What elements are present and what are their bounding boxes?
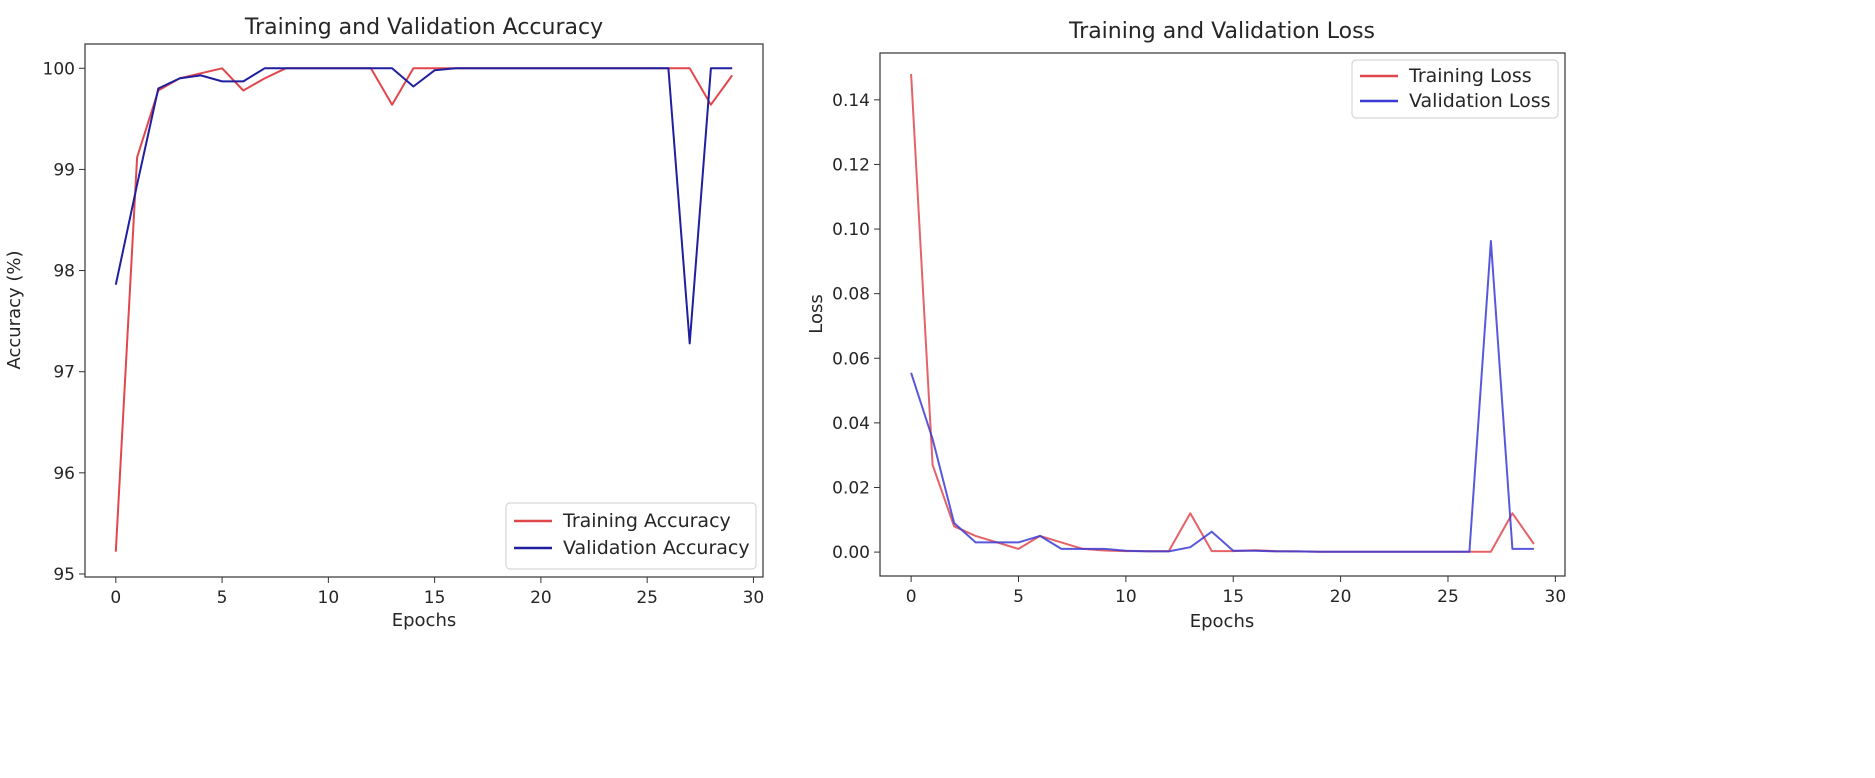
accuracy-y-tick-label: 95 (53, 565, 75, 585)
accuracy-y-tick-label: 96 (53, 464, 75, 484)
accuracy-x-tick-label: 10 (318, 588, 340, 608)
loss-y-tick-label: 0.10 (832, 220, 870, 240)
accuracy-legend-label-validation: Validation Accuracy (563, 537, 750, 559)
loss-x-tick-label: 30 (1545, 587, 1567, 607)
loss-y-tick-label: 0.08 (832, 285, 870, 305)
loss-legend: Training Loss Validation Loss (1351, 59, 1559, 119)
loss-x-tick-label: 15 (1222, 587, 1244, 607)
accuracy-series (114, 67, 734, 552)
accuracy-x-tick-label: 15 (424, 588, 446, 608)
accuracy-x-tick-label: 0 (110, 588, 121, 608)
accuracy-series-line-validation (114, 67, 733, 345)
loss-y-tick-label: 0.02 (832, 478, 870, 498)
loss-y-tick-label: 0.12 (832, 155, 870, 175)
accuracy-x-tick-label: 25 (636, 588, 658, 608)
accuracy-y-tick-label: 99 (53, 160, 75, 180)
loss-y-ticks: 0.00 0.02 0.04 0.06 0.08 0.10 0.12 0.14 (832, 91, 880, 563)
loss-x-axis-label: Epochs (1190, 611, 1255, 632)
accuracy-y-axis-label: Accuracy (%) (4, 250, 25, 369)
loss-x-tick-label: 25 (1437, 587, 1459, 607)
accuracy-x-tick-label: 30 (743, 588, 765, 608)
accuracy-y-tick-label: 97 (53, 363, 75, 383)
loss-y-axis-label: Loss (806, 294, 827, 333)
accuracy-legend: Training Accuracy Validation Accuracy (505, 502, 757, 570)
accuracy-x-ticks: 0 5 10 15 20 25 30 (110, 577, 764, 608)
loss-chart: Training and Validation Loss Epochs Loss… (806, 19, 1566, 632)
accuracy-legend-label-training: Training Accuracy (562, 510, 731, 532)
loss-series-line-training (910, 73, 1535, 553)
accuracy-chart-title: Training and Validation Accuracy (244, 15, 603, 40)
accuracy-series-line-training (114, 67, 734, 552)
loss-x-tick-label: 10 (1115, 587, 1137, 607)
accuracy-x-axis-label: Epochs (392, 610, 457, 631)
loss-legend-box (1351, 59, 1559, 119)
accuracy-x-tick-label: 5 (217, 588, 228, 608)
loss-legend-label-training: Training Loss (1408, 65, 1532, 87)
loss-x-tick-label: 0 (906, 587, 917, 607)
accuracy-x-tick-label: 20 (530, 588, 552, 608)
accuracy-y-tick-label: 98 (53, 262, 75, 282)
accuracy-plot-frame (84, 43, 764, 578)
accuracy-legend-box (505, 502, 757, 570)
loss-chart-title: Training and Validation Loss (1068, 19, 1375, 44)
loss-x-ticks: 0 5 10 15 20 25 30 (906, 576, 1566, 607)
loss-plot-frame (879, 52, 1566, 577)
loss-y-tick-label: 0.00 (832, 543, 870, 563)
accuracy-chart: Training and Validation Accuracy Epochs … (4, 15, 764, 631)
loss-legend-label-validation: Validation Loss (1409, 90, 1551, 112)
loss-x-tick-label: 20 (1330, 587, 1352, 607)
loss-x-tick-label: 5 (1013, 587, 1024, 607)
accuracy-y-tick-label: 100 (43, 59, 75, 79)
loss-series (910, 73, 1535, 553)
loss-y-tick-label: 0.06 (832, 349, 870, 369)
loss-series-line-validation (910, 240, 1534, 553)
loss-y-tick-label: 0.14 (832, 91, 870, 111)
accuracy-y-ticks: 95 96 97 98 99 100 (43, 59, 85, 585)
loss-y-tick-label: 0.04 (832, 414, 870, 434)
